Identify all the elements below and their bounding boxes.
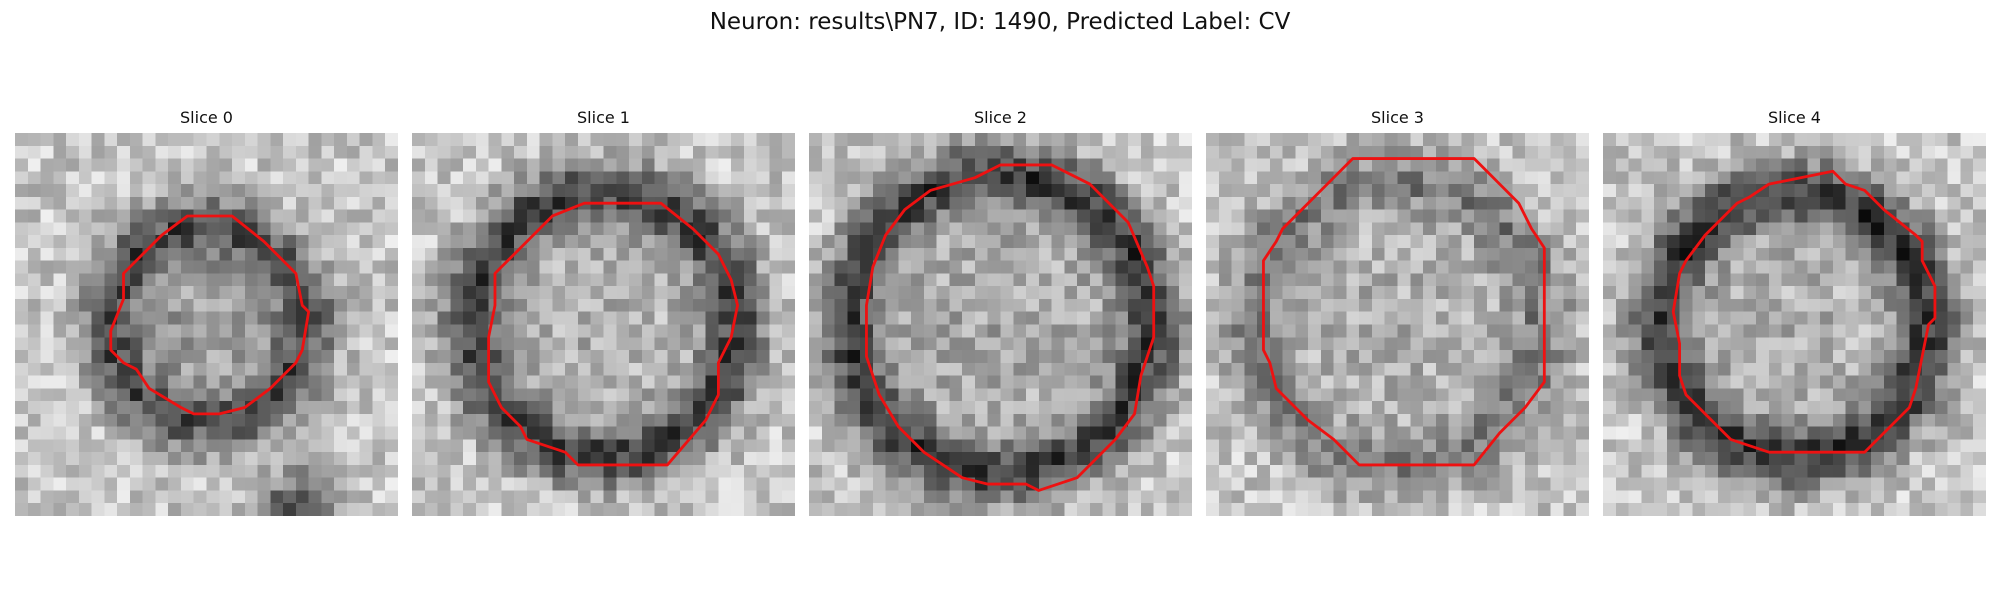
segmentation-contour <box>109 214 311 416</box>
slice-image-0 <box>15 133 398 516</box>
segmentation-contour <box>487 201 739 467</box>
slice-image-2 <box>809 133 1192 516</box>
segmentation-contour <box>1262 157 1546 467</box>
segmentation-contour <box>865 163 1156 492</box>
slice-image-3 <box>1206 133 1589 516</box>
slice-title: Slice 2 <box>974 108 1027 127</box>
slice-image-1 <box>412 133 795 516</box>
slice-image-4 <box>1603 133 1986 516</box>
slice-title: Slice 1 <box>577 108 630 127</box>
slice-title: Slice 4 <box>1768 108 1821 127</box>
segmentation-contour <box>1671 169 1937 454</box>
slice-title: Slice 0 <box>180 108 233 127</box>
figure-title: Neuron: results\PN7, ID: 1490, Predicted… <box>709 9 1291 35</box>
slice-title: Slice 3 <box>1371 108 1424 127</box>
